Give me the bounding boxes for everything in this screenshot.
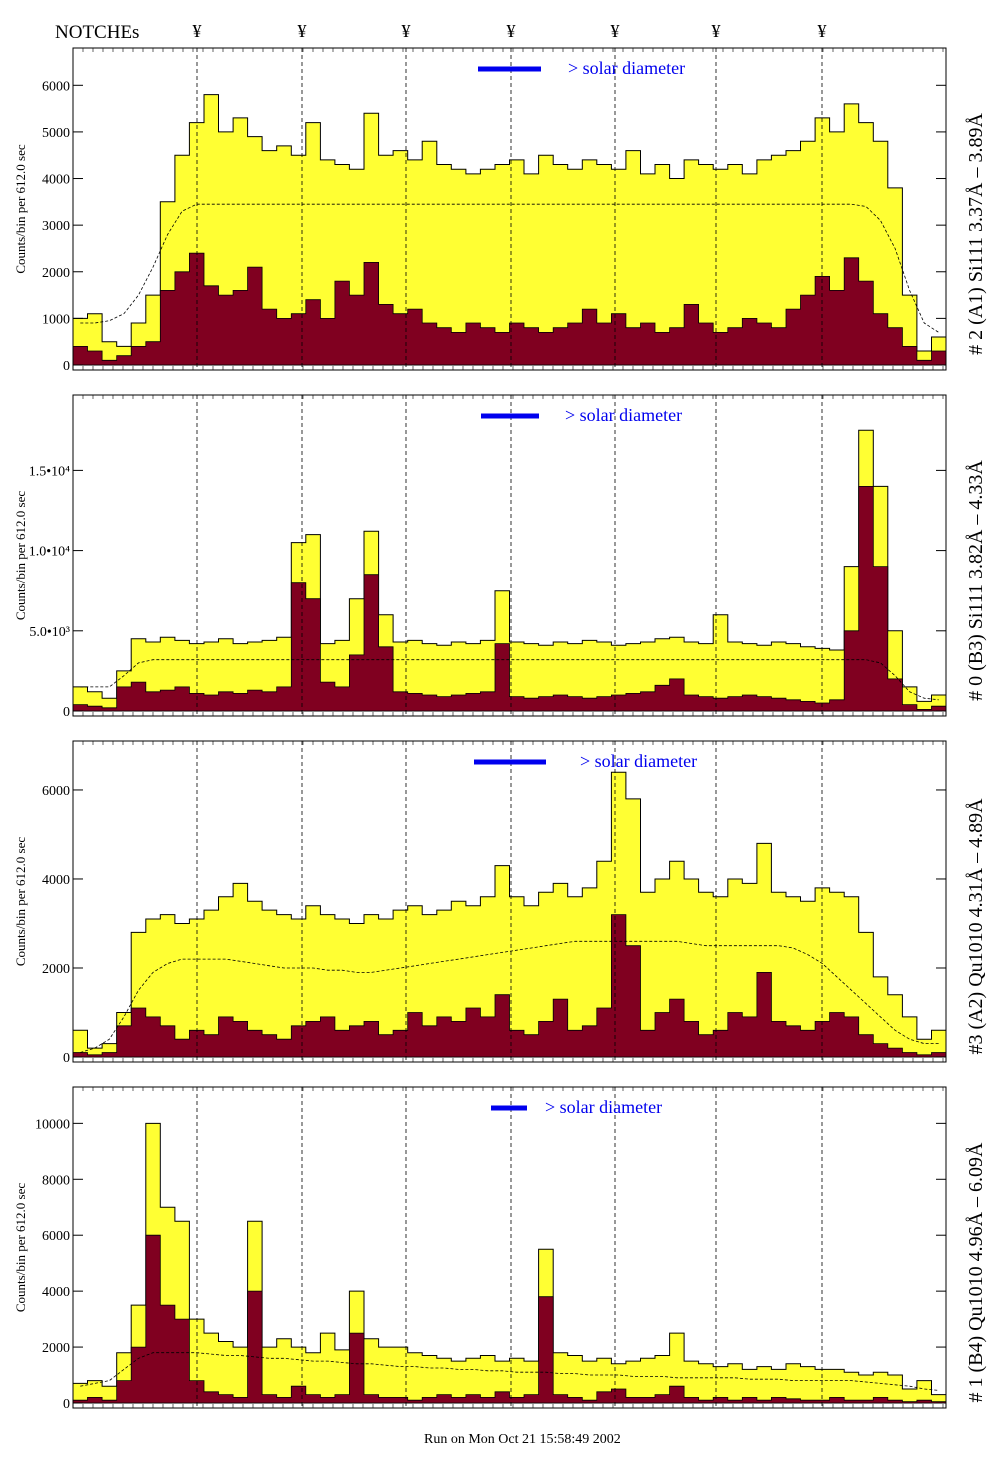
component-counts-histogram [72, 252, 947, 366]
notch-marker-5: ¥ [611, 21, 620, 41]
panel-1: 0 1000 2000 3000 4000 5000 6000 Counts/bin per … [13, 47, 987, 374]
y-tick-label: 6000 [42, 784, 70, 799]
plot-frame [72, 740, 947, 1063]
y-tick-label: 8000 [42, 1173, 70, 1188]
model-curve [80, 1352, 939, 1391]
notch-marker-6: ¥ [712, 21, 721, 41]
model-curve [80, 203, 939, 333]
notch-marker-3: ¥ [402, 21, 411, 41]
y-tick-label: 1.0•10⁴ [29, 545, 70, 560]
y-tick-label: 4000 [42, 173, 70, 188]
panel-title: # 0 (B3) Si111 3.82Å – 4.33Å [965, 460, 987, 701]
legend-label: > solar diameter [580, 751, 697, 771]
model-curve [80, 940, 939, 1053]
y-tick-label: 10000 [35, 1117, 70, 1132]
y-axis-label: Counts/bin per 612.0 sec [13, 1183, 28, 1312]
model-curve [80, 659, 939, 701]
component-counts-histogram [72, 914, 947, 1058]
run-timestamp: Run on Mon Oct 21 15:58:49 2002 [424, 1432, 621, 1447]
notch-markers: ¥ ¥ ¥ ¥ ¥ ¥ ¥ [193, 21, 827, 41]
total-counts-histogram [72, 771, 947, 1058]
notch-marker-1: ¥ [193, 21, 202, 41]
panel-title: #3 (A2) Qu1010 4.31Å – 4.89Å [965, 798, 987, 1055]
notches-label: NOTCHEs [55, 22, 139, 43]
y-tick-label: 4000 [42, 1285, 70, 1300]
total-counts-histogram [72, 1122, 947, 1404]
legend-label: > solar diameter [568, 58, 685, 78]
y-axis-label: Counts/bin per 612.0 sec [13, 144, 28, 273]
y-tick-label: 2000 [42, 962, 70, 977]
plot-frame [72, 47, 947, 371]
y-tick-label: 0 [63, 705, 70, 720]
total-counts-histogram [72, 94, 947, 366]
y-tick-label: 5.0•10³ [29, 625, 70, 640]
panel-title: # 1 (B4) Qu1010 4.96Å – 6.09Å [965, 1142, 987, 1403]
y-tick-label: 1.5•10⁴ [29, 464, 70, 479]
y-tick-label: 0 [63, 359, 70, 374]
legend-label: > solar diameter [565, 405, 682, 425]
y-tick-label: 0 [63, 1397, 70, 1412]
plot-frame [72, 1086, 947, 1409]
panel-4: 0 2000 4000 6000 8000 10000 Counts/bin per 612… [13, 1086, 987, 1412]
y-axis-label: Counts/bin per 612.0 sec [13, 491, 28, 620]
y-tick-label: 6000 [42, 1229, 70, 1244]
notch-marker-2: ¥ [298, 21, 307, 41]
y-tick-label: 6000 [42, 79, 70, 94]
notch-marker-7: ¥ [818, 21, 827, 41]
notch-marker-4: ¥ [507, 21, 516, 41]
panel-3: 0 2000 4000 6000 Counts/bin per 612.0 sec #3 … [13, 740, 987, 1066]
y-tick-label: 0 [63, 1051, 70, 1066]
y-tick-label: 2000 [42, 266, 70, 281]
component-counts-histogram [72, 486, 947, 712]
y-tick-label: 4000 [42, 873, 70, 888]
plot-frame [72, 394, 947, 717]
y-tick-label: 3000 [42, 219, 70, 234]
legend-label: > solar diameter [545, 1097, 662, 1117]
y-tick-label: 2000 [42, 1341, 70, 1356]
component-counts-histogram [72, 1234, 947, 1404]
y-axis-label: Counts/bin per 612.0 sec [13, 837, 28, 966]
y-tick-label: 1000 [42, 312, 70, 327]
panels: 0 1000 2000 3000 4000 5000 6000 Counts/bin per … [13, 47, 987, 1412]
y-tick-label: 5000 [42, 126, 70, 141]
panel-title: # 2 (A1) Si111 3.37Å – 3.89Å [965, 113, 987, 355]
